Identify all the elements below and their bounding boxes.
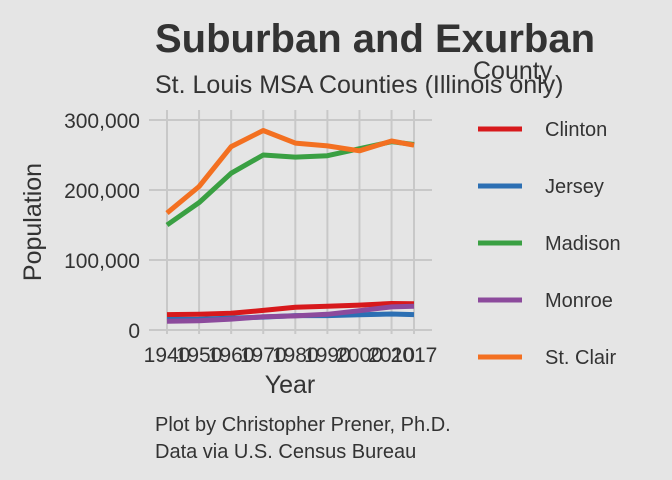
x-tick-label: 1950 — [176, 344, 223, 367]
series-line-clinton — [166, 301, 415, 318]
series-line-st-clair — [165, 128, 415, 216]
x-tick-label: 1960 — [208, 344, 255, 367]
x-tick-label: 1990 — [304, 344, 351, 367]
y-tick-label: 0 — [128, 320, 140, 343]
legend-label: Monroe — [545, 290, 613, 312]
legend-title: County — [473, 57, 553, 85]
y-tick-label: 200,000 — [64, 180, 140, 203]
x-tick-label: 2017 — [391, 344, 438, 367]
x-tick-label: 1940 — [144, 344, 191, 367]
caption-line-1: Plot by Christopher Prener, Ph.D. — [155, 414, 451, 436]
chart-subtitle: St. Louis MSA Counties (Illinois only) — [155, 71, 564, 99]
series-lines — [165, 128, 415, 324]
legend: Clinton Jersey Madison Monroe St. Clair — [478, 119, 621, 369]
legend-label: Jersey — [545, 176, 604, 198]
y-tick-label: 300,000 — [64, 110, 140, 133]
legend-label: Madison — [545, 233, 621, 255]
y-axis-title: Population — [19, 163, 47, 281]
x-tick-label: 2000 — [336, 344, 383, 367]
series-line-monroe — [166, 303, 415, 324]
chart-title: Suburban and Exurban — [155, 17, 595, 61]
x-tick-label: 2010 — [368, 344, 415, 367]
caption-line-2: Data via U.S. Census Bureau — [155, 441, 416, 463]
legend-label: St. Clair — [545, 347, 616, 369]
y-tick-label: 100,000 — [64, 250, 140, 273]
x-tick-label: 1970 — [240, 344, 287, 367]
y-gridlines — [149, 119, 432, 331]
x-axis-title: Year — [265, 371, 316, 399]
legend-label: Clinton — [545, 119, 607, 141]
x-tick-label: 1980 — [272, 344, 319, 367]
y-tick-labels: 0 100,000 200,000 300,000 — [64, 110, 140, 343]
